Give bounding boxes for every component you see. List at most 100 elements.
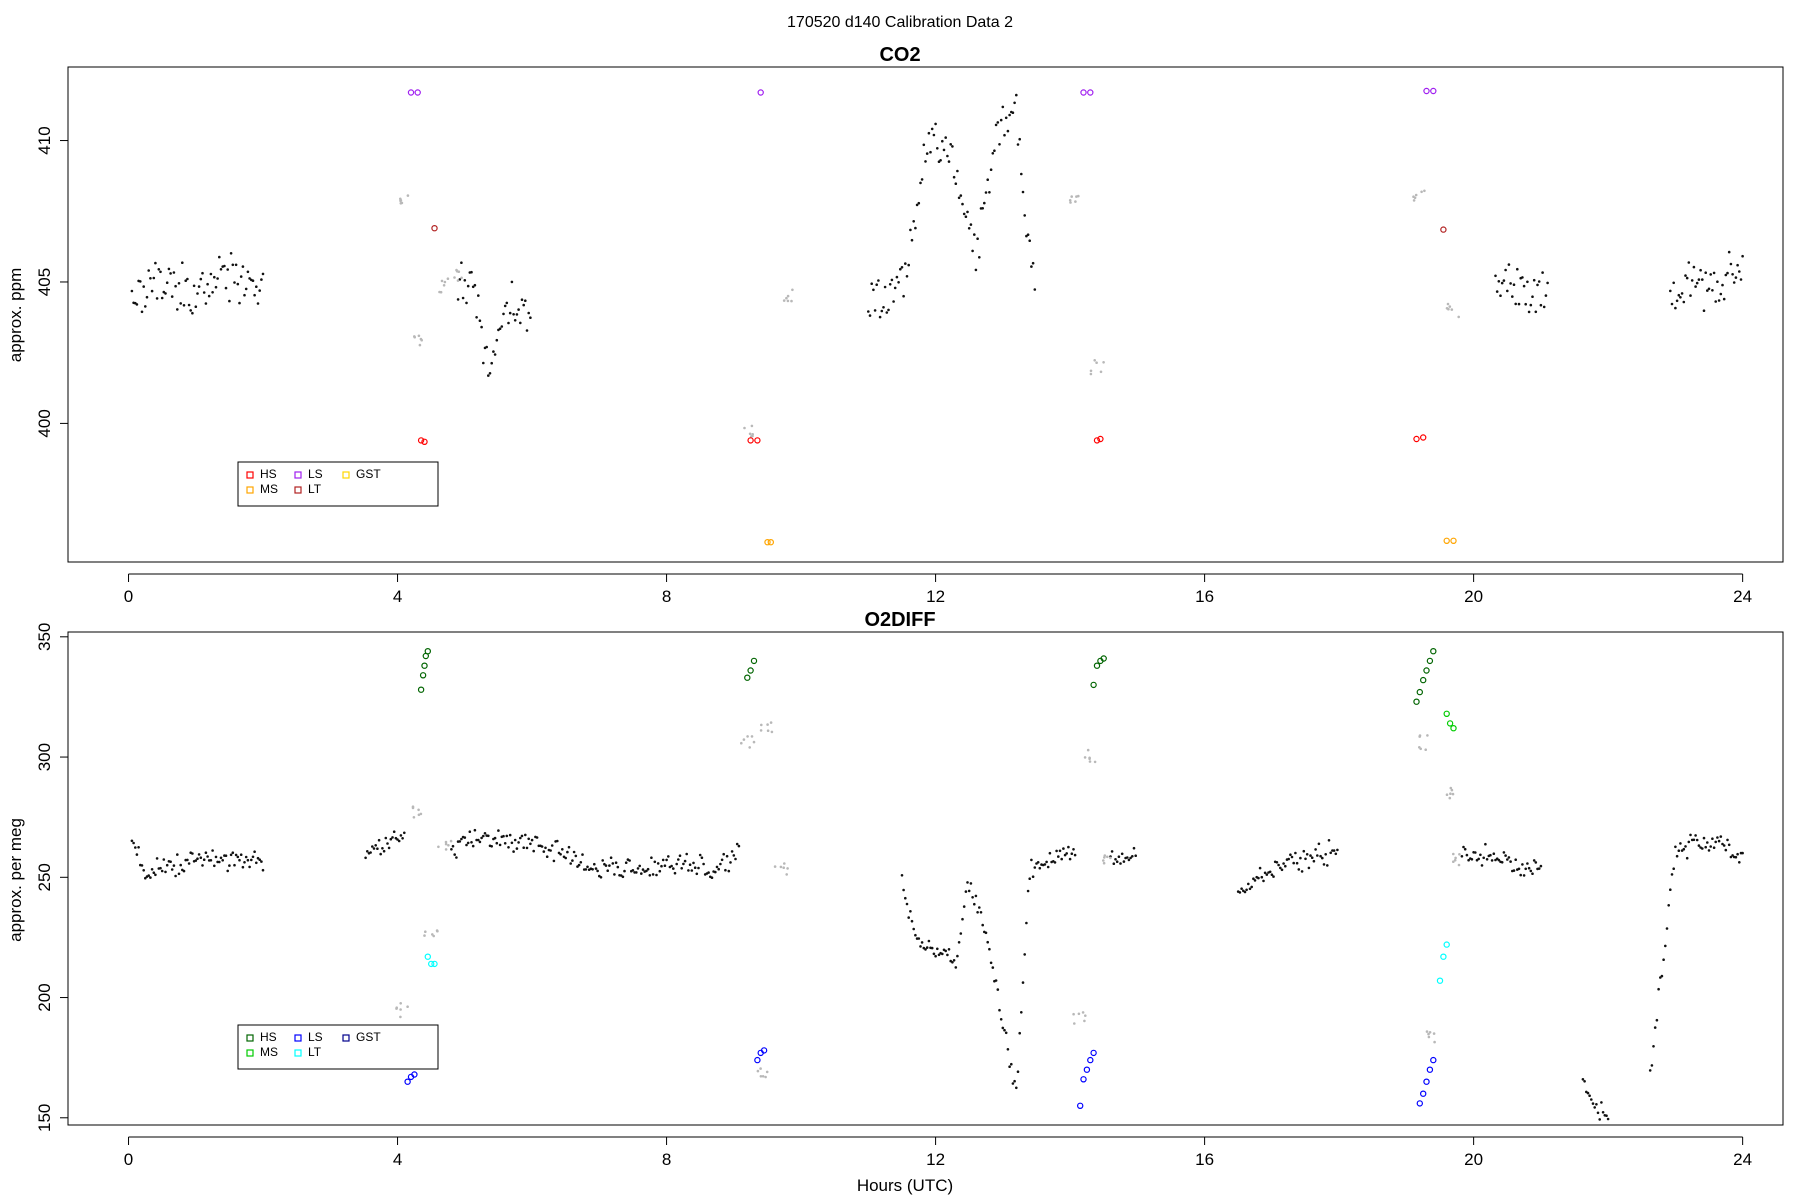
sample-point	[1304, 857, 1307, 861]
sample-point	[925, 152, 929, 155]
sample-point	[973, 233, 976, 236]
sample-point	[1317, 842, 1321, 846]
y-tick-label: 150	[35, 1104, 54, 1132]
sample-point	[256, 302, 260, 305]
sample-point	[260, 860, 263, 863]
sample-point	[695, 872, 699, 876]
sample-point	[206, 855, 209, 858]
calibration-point-ls	[1080, 89, 1087, 96]
sample-point	[382, 849, 386, 853]
sample-point	[994, 979, 998, 982]
sample-point	[468, 830, 472, 833]
excluded-point	[412, 816, 416, 819]
sample-point	[1542, 305, 1546, 309]
sample-point	[917, 937, 921, 940]
sample-point	[1701, 278, 1704, 281]
sample-point	[478, 840, 482, 844]
excluded-point	[1432, 1032, 1436, 1035]
calibration-point-ms	[1450, 537, 1457, 545]
sample-point	[581, 853, 584, 856]
sample-point	[984, 931, 988, 935]
sample-point	[219, 856, 223, 860]
sample-point	[976, 237, 979, 240]
sample-point	[231, 263, 235, 267]
sample-point	[1495, 290, 1499, 293]
sample-point	[132, 841, 135, 845]
excluded-point	[759, 1075, 763, 1078]
calibration-point-ls	[760, 1047, 768, 1054]
excluded-point	[1083, 1019, 1086, 1023]
sample-point	[502, 834, 505, 838]
sample-point	[250, 858, 253, 862]
excluded-point	[1083, 756, 1087, 759]
excluded-point	[1449, 792, 1452, 795]
sample-point	[1652, 1045, 1655, 1048]
sample-point	[1474, 851, 1477, 854]
excluded-point	[453, 276, 456, 279]
sample-point	[1689, 294, 1692, 297]
sample-point	[1247, 882, 1250, 886]
sample-point	[216, 277, 219, 280]
sample-point	[387, 846, 391, 850]
y-tick-label: 200	[35, 983, 54, 1011]
legend-swatch	[294, 1049, 302, 1057]
sample-point	[170, 868, 174, 871]
sample-point	[1731, 854, 1734, 857]
excluded-point	[1424, 748, 1427, 751]
sample-point	[179, 863, 182, 867]
sample-point	[503, 304, 507, 308]
excluded-point	[759, 1067, 762, 1070]
sample-point	[904, 262, 907, 265]
excluded-point	[417, 813, 421, 817]
excluded-point	[1073, 1022, 1076, 1025]
sample-point	[1662, 958, 1665, 961]
sample-point	[971, 249, 974, 253]
sample-point	[571, 859, 574, 862]
sample-point	[989, 961, 993, 965]
sample-point	[984, 191, 988, 194]
sample-point	[1722, 297, 1726, 301]
sample-point	[878, 315, 882, 319]
sample-point	[658, 869, 662, 873]
sample-point	[1489, 853, 1492, 857]
legend-box	[237, 1024, 439, 1070]
sample-point	[244, 855, 248, 859]
x-tick-label: 20	[1464, 1150, 1483, 1169]
excluded-point	[786, 294, 790, 298]
sample-point	[492, 350, 495, 353]
sample-point	[683, 859, 687, 863]
sample-point	[961, 202, 964, 206]
calibration-point-hs	[744, 674, 751, 681]
sample-point	[376, 847, 379, 850]
excluded-point	[1095, 361, 1098, 365]
sample-point	[934, 122, 937, 126]
y-tick-label: 410	[35, 126, 54, 154]
sample-point	[152, 871, 156, 874]
sample-point	[152, 276, 156, 280]
sample-point	[201, 271, 204, 275]
sample-point	[1070, 852, 1074, 855]
sample-point	[1699, 268, 1702, 272]
sample-point	[646, 867, 650, 871]
sample-point	[1704, 845, 1707, 849]
calibration-point-ms	[767, 539, 775, 546]
excluded-point	[770, 730, 774, 734]
sample-point	[932, 952, 936, 956]
sample-point	[1122, 860, 1126, 863]
excluded-point	[1103, 856, 1106, 859]
sample-point	[1586, 1091, 1590, 1095]
sample-point	[1073, 853, 1077, 857]
sample-point	[685, 852, 688, 856]
sample-point	[1013, 1079, 1016, 1083]
sample-point	[493, 836, 497, 840]
sample-point	[529, 842, 532, 846]
sample-point	[384, 836, 388, 840]
sample-point	[455, 856, 458, 859]
sample-point	[1509, 282, 1512, 285]
sample-point	[248, 277, 251, 280]
sample-point	[169, 272, 172, 275]
sample-point	[498, 327, 502, 331]
sample-point	[969, 223, 973, 226]
sample-point	[1006, 129, 1010, 133]
o2diff-panel: O2DIFF 0 4 8 12 16 20 24 150 200 250 300 350 appro…	[6, 609, 1784, 1195]
